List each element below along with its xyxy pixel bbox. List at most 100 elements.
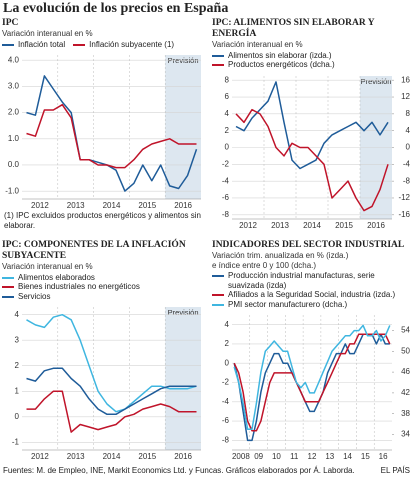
- chart-panel: IPC: COMPONENTES DE LA INFLACIÓN SUBYACE…: [2, 240, 205, 462]
- chart-title: IPC: COMPONENTES DE LA INFLACIÓN SUBYACE…: [2, 240, 186, 261]
- legend-item: Inflación total: [2, 40, 65, 50]
- page-title: La evolución de los precios en España: [3, 1, 229, 16]
- legend: Inflación total Inflación subyacente (1): [2, 40, 205, 50]
- chart-title: IPC: [2, 18, 19, 28]
- y2-tick-label: 16: [401, 75, 410, 84]
- x-tick-label: 10: [272, 452, 281, 461]
- legend: Alimentos sin elaborar (izda.) Productos …: [212, 51, 412, 70]
- y-tick-label: -8: [222, 435, 230, 444]
- x-tick-label: 2016: [174, 452, 192, 461]
- chart-note: (1) IPC excluidos productos energéticos …: [4, 211, 201, 230]
- y-tick-label: -4: [222, 397, 230, 406]
- chart-subtitle: e índice entre 0 y 100 (dcha.): [212, 260, 317, 270]
- legend-item: Alimentos elaborados: [2, 273, 205, 283]
- y2-tick-label: -12: [398, 193, 410, 202]
- chart-panel: INDICADORES DEL SECTOR INDUSTRIAL Variaci…: [212, 240, 412, 462]
- y-tick-label: -8: [222, 209, 230, 218]
- legend-item: Servicios: [2, 292, 205, 302]
- y2-tick-label: 12: [401, 92, 410, 101]
- y-tick-label: 4.0: [8, 55, 20, 64]
- legend-label: Producción industrial manufacturas, seri…: [228, 271, 375, 290]
- legend-swatch: [2, 295, 14, 298]
- legend-label: Servicios: [18, 291, 51, 301]
- legend-item: PMI sector manufacturero (dcha.): [212, 300, 412, 310]
- forecast-label: Previsión: [361, 76, 392, 85]
- legend-label: Inflación total: [18, 39, 66, 49]
- y2-tick-label: 38: [401, 409, 410, 418]
- y-tick-label: 0: [225, 358, 230, 367]
- legend-swatch: [73, 43, 86, 46]
- legend-label: Alimentos elaborados: [18, 272, 95, 282]
- legend-label: Afiliados a la Seguridad Social, industr…: [228, 290, 396, 299]
- legend-swatch: [212, 294, 224, 296]
- x-tick-label: 2013: [67, 201, 85, 210]
- x-tick-label: 2014: [303, 221, 321, 230]
- legend-label: Inflación subyacente (1): [89, 39, 175, 49]
- y-tick-label: 4: [15, 310, 20, 319]
- forecast-band: [165, 55, 201, 199]
- legend: Producción industrial manufacturas, seri…: [212, 271, 412, 309]
- legend-swatch: [212, 275, 224, 277]
- series-line: [26, 390, 197, 433]
- y-tick-label: -2: [222, 159, 230, 168]
- y-tick-label: -6: [222, 193, 230, 202]
- y-tick-label: 0: [15, 412, 20, 421]
- x-tick-label: 2016: [174, 201, 192, 210]
- chart-title: IPC: ALIMENTOS SIN ELABORAR Y ENERGÍA: [212, 18, 375, 39]
- y-tick-label: 8: [225, 75, 230, 84]
- chart: Previsión -1 0 1 2 3 4 2012 2013 2014 2015 2016: [12, 307, 201, 461]
- legend-item: Alimentos sin elaborar (izda.): [212, 51, 412, 61]
- y-tick-label: -1: [12, 437, 20, 446]
- y2-tick-label: -8: [403, 176, 411, 185]
- plot-area: -8 -6 -4 -2 0 2 4 34 38 42 46 50 54 2008 09 10 11 12 13 14 1…: [212, 311, 412, 462]
- forecast-label: Previsión: [168, 308, 199, 317]
- y-tick-label: 2.0: [8, 108, 20, 117]
- x-tick-label: 11: [290, 452, 299, 461]
- x-tick-label: 2016: [367, 221, 385, 230]
- y2-tick-label: 0: [406, 142, 411, 151]
- x-tick-label: 2014: [103, 452, 121, 461]
- chart: -8 -6 -4 -2 0 2 4 34 38 42 46 50 54 2008 09 10 11 12 13 14 1…: [222, 315, 411, 461]
- y2-tick-label: 34: [401, 430, 410, 439]
- legend-item: Inflación subyacente (1): [73, 40, 174, 50]
- legend-swatch: [212, 54, 224, 57]
- x-tick-label: 2015: [335, 221, 353, 230]
- y2-tick-label: -16: [398, 209, 410, 218]
- y-tick-label: 1: [15, 386, 20, 395]
- legend-item: Producción industrial manufacturas, seri…: [212, 271, 412, 290]
- chart-subtitle: Variación interanual en %: [2, 262, 93, 271]
- y-tick-label: 2: [225, 339, 230, 348]
- legend-item: Productos energéticos (dcha.): [212, 60, 412, 70]
- y-tick-label: -1.0: [5, 186, 19, 195]
- y-tick-label: 0.0: [8, 160, 20, 169]
- y-tick-label: 4: [225, 108, 230, 117]
- series-line: [235, 80, 389, 169]
- legend-swatch: [2, 276, 14, 279]
- y2-tick-label: 46: [401, 367, 410, 376]
- series-line: [26, 103, 197, 169]
- forecast-band: [165, 307, 201, 450]
- x-tick-label: 13: [325, 452, 334, 461]
- legend-swatch: [212, 303, 224, 306]
- legend-label: PMI sector manufacturero (dcha.): [228, 299, 348, 309]
- y-tick-label: -6: [222, 416, 230, 425]
- publisher: EL PAÍS: [380, 466, 410, 475]
- chart: Previsión -8 -6 -4 -2 0 2 4 6 8 -16 -12 -8 -4 0 4 8 12 16 2…: [222, 75, 411, 230]
- x-tick-label: 14: [343, 452, 352, 461]
- y-tick-label: 4: [225, 320, 230, 329]
- plot-area: Previsión -1.0 0.0 1.0 2.0 3.0 4.0 2012 2013 2014…: [2, 51, 205, 211]
- x-tick-label: 2015: [138, 452, 156, 461]
- x-tick-label: 09: [254, 452, 263, 461]
- y2-tick-label: 50: [401, 346, 410, 355]
- series-line: [233, 333, 390, 442]
- y-tick-label: 3.0: [8, 82, 20, 91]
- x-tick-label: 2015: [138, 201, 156, 210]
- plot-area: Previsión -8 -6 -4 -2 0 2 4 6 8 -16 -12 -8 -4 0 4 8 12 16 2…: [212, 72, 412, 231]
- legend-swatch: [212, 64, 224, 66]
- legend: Alimentos elaborados Bienes industriales …: [2, 273, 205, 302]
- y-tick-label: -2: [222, 378, 230, 387]
- legend-swatch: [2, 286, 14, 288]
- x-tick-label: 2013: [271, 221, 289, 230]
- series-line: [26, 367, 197, 416]
